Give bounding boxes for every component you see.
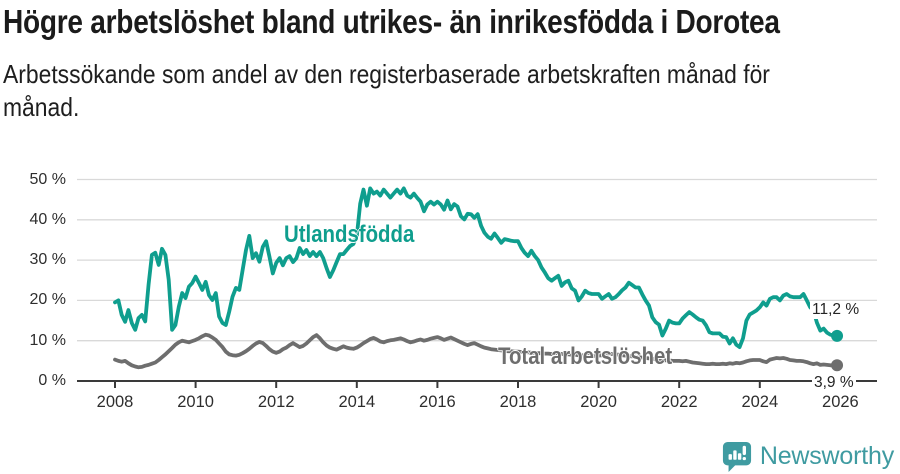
x-axis-tick-label-2012: 2012 [257, 393, 295, 411]
series-line-1 [113, 332, 839, 370]
brand-name: Newsworthy [759, 442, 894, 470]
end-value-total-arbetsloshet: 3,9 % [812, 374, 856, 392]
y-axis-tick-label-50: 50 % [29, 170, 66, 188]
chart-subtitle: Arbetssökande som andel av den registerb… [3, 59, 770, 123]
series-end-dot-1 [831, 359, 844, 372]
end-value-utlandsfodda: 11,2 % [810, 301, 862, 319]
chart-title: Högre arbetslöshet bland utrikes- än inr… [3, 3, 780, 40]
x-axis-tick-label-2024: 2024 [741, 393, 779, 411]
y-axis-tick-label-10: 10 % [29, 331, 66, 349]
x-axis-tick-label-2008: 2008 [96, 393, 134, 411]
y-axis-tick-label-40: 40 % [29, 210, 66, 228]
x-axis-tick-label-2026: 2026 [822, 393, 859, 411]
x-axis-tick-label-2016: 2016 [419, 393, 456, 411]
x-axis-tick-label-2020: 2020 [580, 393, 617, 411]
y-axis-tick-label-20: 20 % [29, 291, 66, 309]
y-axis-tick-label-30: 30 % [29, 251, 66, 269]
x-axis-tick-label-2018: 2018 [499, 393, 537, 411]
series-line-0 [113, 186, 839, 350]
series-label-total-arbetsloshet: Total arbetslöshet [498, 343, 673, 370]
series-end-dot-0 [831, 329, 844, 342]
x-axis-tick-label-2010: 2010 [177, 393, 214, 411]
x-axis-tick-label-2014: 2014 [338, 393, 376, 411]
brand-footer: Newsworthy [722, 441, 894, 472]
newsworthy-logo-icon [722, 441, 751, 472]
x-axis-tick-label-2022: 2022 [660, 393, 698, 411]
y-axis-tick-label-0: 0 % [38, 372, 66, 389]
series-label-utlandsfodda: Utlandsfödda [284, 221, 415, 248]
